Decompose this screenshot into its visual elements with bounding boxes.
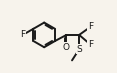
Text: F: F [88, 40, 93, 49]
Text: S: S [76, 45, 82, 54]
Text: F: F [88, 22, 93, 31]
Text: F: F [20, 30, 25, 39]
Text: O: O [63, 43, 70, 52]
